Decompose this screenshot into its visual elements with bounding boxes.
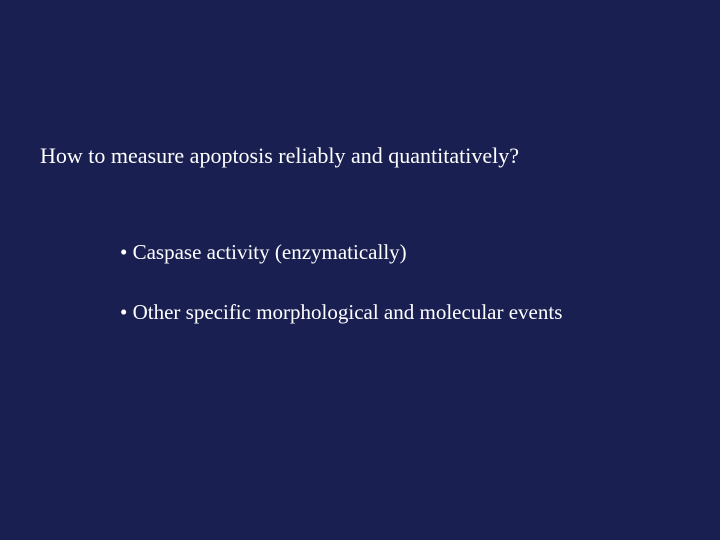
bullet-item: • Other specific morphological and molec… (120, 300, 562, 325)
bullet-list: • Caspase activity (enzymatically) • Oth… (120, 240, 562, 360)
bullet-item: • Caspase activity (enzymatically) (120, 240, 562, 265)
slide-title: How to measure apoptosis reliably and qu… (40, 143, 519, 169)
